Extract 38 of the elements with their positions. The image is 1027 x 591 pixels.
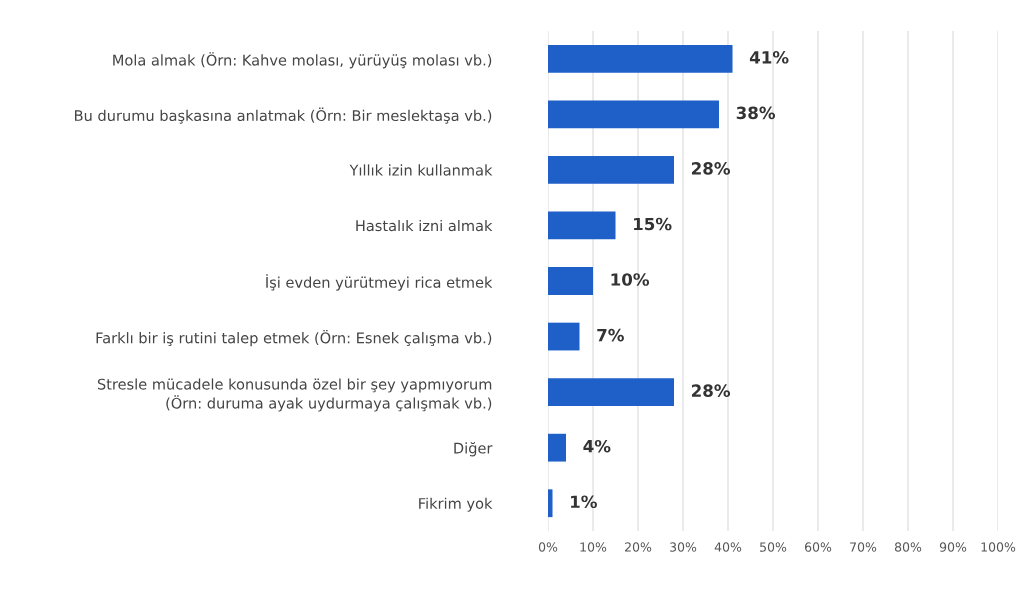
y-tick-label: Bu durumu başkasına anlatmak (Örn: Bir meslektaşa vb.) [75,107,492,124]
data-label: 38% [736,106,776,120]
x-tick-label: 90% [939,542,967,552]
y-tick-label: Fikrim yok [419,497,493,512]
data-label: 41% [749,51,789,64]
x-tick-label: 70% [850,542,877,552]
y-tick-label: Stresle mücadele konusunda özel bir şey yapmıyorum (Örn: duruma ayak uydurmaya çalışmak vb.) [97,378,492,412]
data-label: 15% [634,217,672,231]
data-label: 28% [691,162,731,175]
y-tick-label: Diğer [454,441,493,457]
data-label: 1% [571,495,597,509]
x-tick-label: 100% [981,542,1016,552]
bar [548,322,580,351]
x-tick-label: 50% [760,542,787,552]
x-tick-label: 30% [670,542,697,552]
y-tick-label: Hastalık izni almak [356,219,493,232]
x-tick-label: 60% [804,542,832,552]
bar [548,378,674,406]
bar [548,211,616,240]
x-tick-label: 40% [714,542,742,552]
y-tick-label: Mola almak (Örn: Kahve molası, yürüyüş molası vb.) [113,52,492,69]
x-tick-label: 80% [894,542,922,552]
y-tick-label: Farklı bir iş rutini talep etmek (Örn: Esnek çalışma vb.) [96,329,492,347]
bar [548,489,553,518]
x-tick-label: 20% [625,542,652,552]
x-tick-label: 10% [580,542,607,552]
x-tick-label: 0% [538,542,558,552]
y-tick-label: İşi evden yürütmeyi rica etmek [266,274,493,291]
bar [548,433,566,462]
bar [548,267,593,295]
data-label: 28% [691,384,731,397]
bar [548,100,719,129]
bar [548,156,674,184]
y-tick-label: Yıllık izin kullanmak [349,164,493,176]
bar [548,44,733,73]
data-label: 7% [597,328,624,342]
data-label: 4% [583,439,611,453]
data-label: 10% [611,273,650,286]
